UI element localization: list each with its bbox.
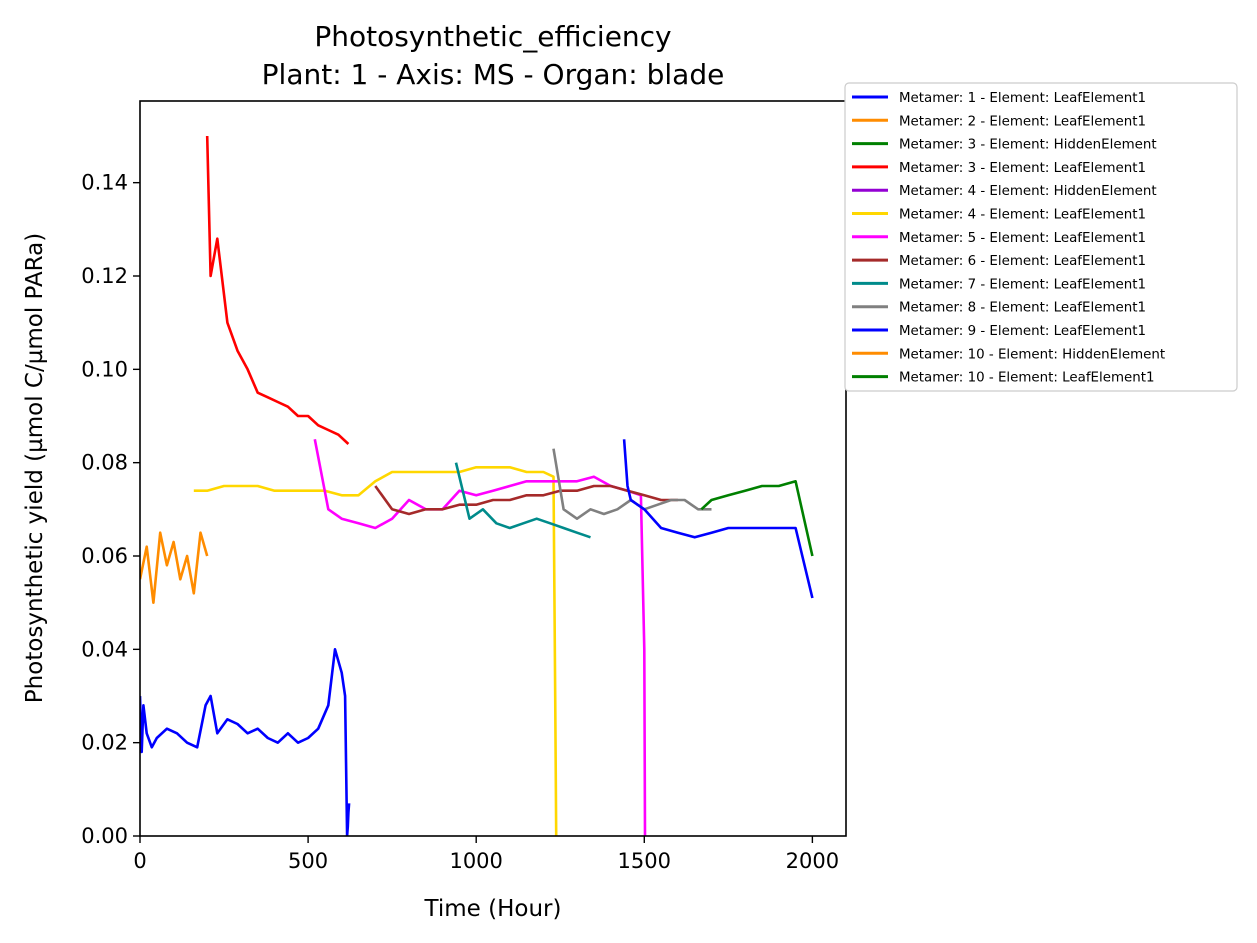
x-tick-label: 1000 bbox=[449, 849, 502, 873]
series-line-4 bbox=[205, 135, 350, 445]
x-tick-label: 500 bbox=[288, 849, 328, 873]
y-axis: 0.00 0.02 0.04 0.06 0.08 0.10 0.12 0.14 bbox=[81, 171, 140, 848]
plot-frame bbox=[139, 100, 847, 837]
series-line-10 bbox=[552, 448, 712, 521]
legend: Metamer: 1 - Element: LeafElement1 Metame… bbox=[844, 82, 1238, 392]
series-line-9 bbox=[454, 462, 591, 539]
y-tick-label: 0.08 bbox=[81, 451, 128, 475]
legend-label: Metamer: 2 - Element: LeafElement1 bbox=[899, 114, 1146, 129]
series-line-13 bbox=[700, 479, 814, 557]
y-tick-label: 0.02 bbox=[81, 731, 128, 755]
series-line-2 bbox=[140, 531, 209, 605]
legend-label: Metamer: 7 - Element: LeafElement1 bbox=[899, 277, 1146, 292]
y-axis-label: Photosynthetic yield (µmol C/µmol PARa) bbox=[22, 233, 48, 703]
y-tick-label: 0.10 bbox=[81, 357, 128, 381]
x-tick-label: 1500 bbox=[618, 849, 671, 873]
chart-subtitle: Plant: 1 - Axis: MS - Organ: blade bbox=[262, 58, 725, 91]
x-axis: 0 500 1000 1500 2000 bbox=[133, 836, 839, 873]
series-line-1 bbox=[140, 647, 351, 836]
legend-label: Metamer: 10 - Element: LeafElement1 bbox=[899, 371, 1155, 386]
legend-label: Metamer: 5 - Element: LeafElement1 bbox=[899, 231, 1146, 246]
series-line-7 bbox=[313, 439, 647, 836]
legend-label: Metamer: 3 - Element: HiddenElement bbox=[899, 138, 1157, 153]
x-tick-label: 2000 bbox=[786, 849, 839, 873]
legend-label: Metamer: 1 - Element: LeafElement1 bbox=[899, 91, 1146, 106]
legend-label: Metamer: 6 - Element: LeafElement1 bbox=[899, 254, 1146, 269]
legend-label: Metamer: 4 - Element: LeafElement1 bbox=[899, 208, 1146, 223]
x-tick-label: 0 bbox=[133, 849, 146, 873]
legend-frame bbox=[844, 82, 1238, 392]
legend-label: Metamer: 3 - Element: LeafElement1 bbox=[899, 161, 1146, 176]
chart-title: Photosynthetic_efficiency bbox=[314, 20, 671, 53]
y-tick-label: 0.14 bbox=[81, 171, 128, 195]
series-layer bbox=[140, 135, 814, 836]
legend-label: Metamer: 9 - Element: LeafElement1 bbox=[899, 324, 1146, 339]
y-tick-label: 0.04 bbox=[81, 637, 128, 661]
x-axis-label: Time (Hour) bbox=[424, 896, 562, 922]
series-line-11 bbox=[622, 439, 814, 599]
legend-label: Metamer: 8 - Element: LeafElement1 bbox=[899, 301, 1146, 316]
y-tick-label: 0.12 bbox=[81, 264, 128, 288]
y-tick-label: 0.00 bbox=[81, 824, 128, 848]
y-tick-label: 0.06 bbox=[81, 544, 128, 568]
series-line-6 bbox=[193, 465, 558, 836]
legend-label: Metamer: 4 - Element: HiddenElement bbox=[899, 184, 1157, 199]
legend-label: Metamer: 10 - Element: HiddenElement bbox=[899, 347, 1165, 362]
